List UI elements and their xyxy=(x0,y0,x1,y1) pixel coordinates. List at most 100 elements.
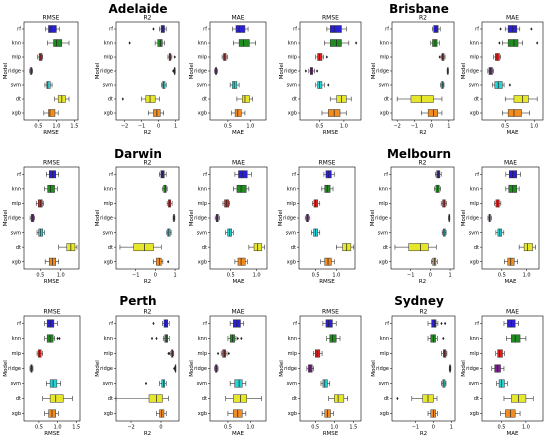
box-rf xyxy=(48,25,57,33)
box-xgb xyxy=(427,109,438,117)
x-tick-label-1: 1.0 xyxy=(340,124,348,130)
outlier-mlp-1 xyxy=(168,351,171,356)
y-tick-label-knn: knn xyxy=(104,336,113,342)
x-tick-label-1: 1.0 xyxy=(246,425,254,431)
outlier-knn-0 xyxy=(56,336,59,341)
box-ridge xyxy=(308,364,313,373)
box-knn xyxy=(53,39,63,47)
y-tick-label-xgb: xgb xyxy=(287,259,296,265)
y-tick-label-knn: knn xyxy=(379,187,388,193)
y-tick-label-svm: svm xyxy=(103,381,114,387)
x-tick-label-1: 0 xyxy=(159,425,162,431)
x-tick-label-1: 1.0 xyxy=(332,273,340,279)
city-title-brisbane: Brisbane xyxy=(389,2,449,16)
x-axis-label: R2 xyxy=(420,431,427,437)
x-tick-label-2: 1.5 xyxy=(349,425,357,431)
panel-frame xyxy=(481,315,544,422)
outlier-mlp-1 xyxy=(227,351,230,356)
panel-frame xyxy=(391,21,455,121)
y-tick-label-svm: svm xyxy=(197,381,208,387)
y-axis-label: Model xyxy=(95,62,101,79)
y-tick-label-dt: dt xyxy=(108,396,113,402)
y-tick-label-rf: rf xyxy=(203,172,207,178)
y-tick-label-dt: dt xyxy=(16,396,21,402)
box-svm xyxy=(234,379,243,388)
panel-title: R2 xyxy=(419,15,427,22)
x-tick-label-2: 1 xyxy=(450,425,453,431)
box-xgb xyxy=(234,109,242,117)
box-rf xyxy=(431,319,437,328)
panel-darwin-mae: MAE rf knn mlp ridge svm dt xgb 0.5 1.0 MAE Model xyxy=(189,160,268,285)
box-dt xyxy=(410,95,434,103)
y-tick-label-rf: rf xyxy=(385,321,389,327)
y-tick-label-mlp: mlp xyxy=(470,351,479,357)
outlier-rf-0 xyxy=(440,321,443,326)
x-tick-label-1: 1.0 xyxy=(330,425,338,431)
x-axis-label: MAE xyxy=(232,431,245,437)
box-ridge xyxy=(31,214,35,222)
outlier-knn-0 xyxy=(128,41,131,45)
y-axis-label: Model xyxy=(279,360,285,377)
x-tick-label-1: 1.0 xyxy=(530,124,538,130)
y-tick-label-svm: svm xyxy=(469,83,480,89)
y-tick-label-rf: rf xyxy=(203,27,207,33)
y-tick-label-ridge: ridge xyxy=(100,366,113,372)
box-dt xyxy=(334,394,345,403)
y-tick-label-mlp: mlp xyxy=(198,351,207,357)
panel-frame xyxy=(390,166,455,270)
y-tick-label-dt: dt xyxy=(16,97,21,103)
panel-title: R2 xyxy=(144,160,152,167)
y-tick-label-xgb: xgb xyxy=(379,259,388,265)
x-axis-label: RMSE xyxy=(323,130,339,136)
outlier-knn-1 xyxy=(150,336,154,341)
panel-title: MAE xyxy=(231,309,244,316)
x-tick-label-1: 1.0 xyxy=(253,273,261,279)
y-axis-label: Model xyxy=(189,360,195,377)
panel-melbourn-r2: R2 rf knn mlp ridge svm dt xgb −1 0 1 R2 Model xyxy=(370,160,455,285)
y-tick-label-dt: dt xyxy=(291,245,296,251)
x-axis-label: RMSE xyxy=(44,431,60,437)
x-tick-label-0: 0.5 xyxy=(35,425,43,431)
outlier-rf-0 xyxy=(152,321,155,326)
x-axis-label: RMSE xyxy=(323,431,339,437)
y-tick-label-mlp: mlp xyxy=(470,201,479,207)
y-tick-label-xgb: xgb xyxy=(380,111,389,117)
panel-brisbane-mae: MAE rf knn mlp ridge svm dt xgb 0.5 1.0 MAE Model xyxy=(461,15,544,136)
y-tick-label-ridge: ridge xyxy=(8,216,21,222)
x-tick-label-0: 0.5 xyxy=(36,273,44,279)
y-tick-label-mlp: mlp xyxy=(198,55,207,61)
y-tick-label-xgb: xgb xyxy=(470,411,479,417)
panel-title: MAE xyxy=(506,15,519,22)
y-tick-label-knn: knn xyxy=(198,336,207,342)
box-dt xyxy=(148,394,163,403)
x-tick-label-0: −2 xyxy=(127,425,134,431)
y-tick-label-dt: dt xyxy=(474,245,479,251)
y-axis-label: Model xyxy=(370,209,376,226)
y-tick-label-ridge: ridge xyxy=(100,216,113,222)
y-tick-label-dt: dt xyxy=(202,245,207,251)
y-tick-label-rf: rf xyxy=(17,172,21,178)
outlier-rf-1 xyxy=(444,321,447,326)
city-title-sydney: Sydney xyxy=(394,294,444,308)
y-tick-label-ridge: ridge xyxy=(466,216,479,222)
y-axis-label: Model xyxy=(3,360,9,377)
y-axis-label: Model xyxy=(461,360,467,377)
panel-darwin-r2: R2 rf knn mlp ridge svm dt xgb −1 0 1 R2 Model xyxy=(95,160,180,285)
box-dt xyxy=(233,394,247,403)
y-tick-label-knn: knn xyxy=(380,41,389,47)
panel-adelaide-rmse: RMSE rf knn mlp ridge svm dt xgb 0.5 1.0 1.5 RMSE Mo… xyxy=(3,15,78,137)
x-axis-label: R2 xyxy=(144,130,151,136)
x-tick-label-0: 0.5 xyxy=(34,124,42,130)
y-tick-label-rf: rf xyxy=(384,172,388,178)
y-axis-label: Model xyxy=(95,360,101,377)
chart-group-sydney: Sydney RMSE rf knn mlp ridge svm dt xgb 0.5 1.0 1.5… xyxy=(279,294,544,437)
panel-frame xyxy=(23,315,81,422)
y-axis-label: Model xyxy=(189,209,195,226)
box-svm xyxy=(46,81,51,89)
y-tick-label-ridge: ridge xyxy=(375,216,388,222)
y-tick-label-mlp: mlp xyxy=(12,201,21,207)
city-title-melbourn: Melbourn xyxy=(387,147,451,161)
